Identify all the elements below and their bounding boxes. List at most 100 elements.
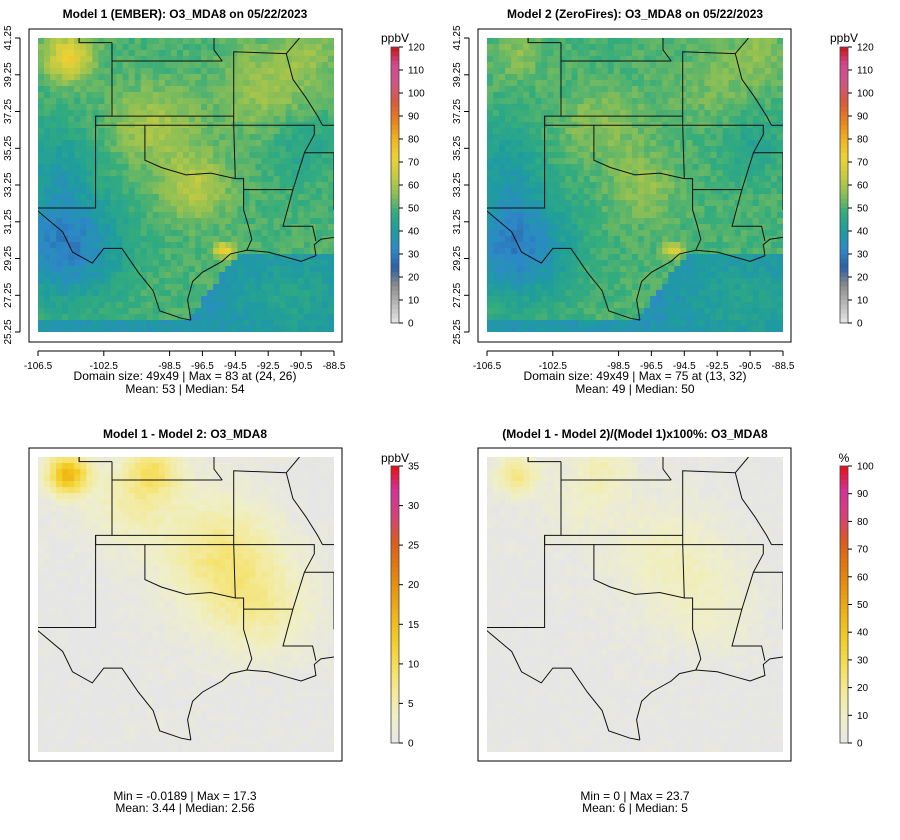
heat-cell — [98, 140, 105, 147]
heat-cell — [104, 308, 111, 315]
heat-cell — [128, 296, 135, 303]
heat-cell — [686, 62, 693, 69]
heat-cell — [493, 326, 500, 332]
heat-cell — [698, 266, 705, 273]
heat-cell — [505, 308, 512, 315]
heat-cell — [517, 248, 524, 255]
heat-cell — [505, 296, 512, 303]
heat-cell — [80, 128, 87, 135]
heat-cell — [668, 284, 675, 291]
heat-cell — [170, 236, 178, 243]
heat-cell — [68, 254, 75, 261]
heat-cell — [674, 56, 681, 63]
heat-cell — [249, 152, 256, 159]
heat-cell — [327, 164, 334, 171]
heat-cell — [116, 212, 123, 219]
heat-cell — [541, 212, 548, 219]
heat-cell — [505, 86, 512, 93]
heat-cell — [50, 80, 57, 87]
heat-cell — [315, 62, 323, 69]
heat-cell — [607, 266, 615, 273]
heat-cell — [553, 176, 560, 183]
heat-cell — [62, 50, 69, 57]
heat-cell — [776, 116, 783, 123]
heat-cell — [547, 284, 554, 291]
heat-cell — [231, 284, 238, 291]
heat-cell — [752, 68, 760, 75]
heat-cell — [577, 134, 584, 141]
heat-cell — [740, 314, 748, 321]
heat-cell — [152, 176, 160, 183]
heat-cell — [104, 152, 111, 159]
heat-cell — [285, 230, 293, 237]
heat-cell — [291, 128, 299, 135]
heat-cell — [577, 212, 584, 219]
heat-cell — [511, 260, 518, 267]
heat-cell — [80, 290, 87, 297]
heat-cell — [50, 302, 57, 309]
heat-cell — [122, 152, 129, 159]
heat-cell — [631, 62, 639, 69]
heat-cell — [273, 278, 280, 285]
heat-cell — [327, 176, 334, 183]
heat-cell — [134, 80, 142, 87]
legend-swatch — [391, 263, 399, 269]
heat-cell — [523, 194, 530, 201]
heat-cell — [595, 128, 603, 135]
heat-cell — [267, 182, 274, 189]
heat-cell — [529, 290, 536, 297]
heat-cell — [176, 110, 184, 117]
heat-cell — [734, 68, 742, 75]
heat-cell — [321, 188, 329, 195]
heat-cell — [577, 164, 584, 171]
heat-cell — [493, 308, 500, 315]
heat-cell — [547, 38, 554, 45]
heat-cell — [619, 242, 627, 249]
heat-cell — [565, 116, 572, 123]
heat-cell — [303, 134, 311, 141]
heat-cell — [116, 140, 123, 147]
heat-cell — [92, 206, 99, 213]
heat-cell — [255, 182, 262, 189]
heat-cell — [279, 80, 287, 87]
heat-cell — [704, 116, 711, 123]
heat-cell — [559, 38, 566, 45]
heat-cell — [752, 116, 760, 123]
heat-cell — [638, 62, 645, 69]
heat-cell — [746, 200, 754, 207]
heat-cell — [225, 206, 232, 213]
heat-cell — [176, 272, 184, 279]
heat-cell — [207, 146, 214, 153]
heat-cell — [158, 236, 166, 243]
heat-cell — [770, 236, 778, 243]
heat-cell — [764, 170, 772, 177]
heat-cell — [56, 242, 63, 249]
heat-cell — [80, 200, 87, 207]
heat-cell — [698, 188, 705, 195]
heat-cell — [219, 62, 226, 69]
heat-cell — [50, 44, 57, 51]
heat-cell — [505, 44, 512, 51]
heat-cell — [523, 236, 530, 243]
heat-cell — [128, 80, 135, 87]
heat-cell — [195, 104, 202, 111]
heat-cell — [565, 62, 572, 69]
heat-cell — [315, 326, 323, 332]
heat-cell — [583, 92, 591, 99]
heat-cell — [517, 50, 524, 57]
heat-cell — [674, 242, 681, 249]
heat-cell — [158, 242, 166, 249]
heat-cell — [493, 290, 500, 297]
heat-cell — [571, 164, 578, 171]
heat-cell — [134, 56, 142, 63]
heat-cell — [583, 38, 591, 45]
heat-cell — [638, 314, 645, 321]
heat-cell — [170, 320, 178, 327]
heat-cell — [511, 122, 518, 129]
heat-cell — [529, 116, 536, 123]
heat-cell — [722, 206, 729, 213]
heat-cell — [116, 284, 123, 291]
heat-cell — [571, 50, 578, 57]
heat-cell — [493, 122, 500, 129]
heat-cell — [140, 182, 148, 189]
